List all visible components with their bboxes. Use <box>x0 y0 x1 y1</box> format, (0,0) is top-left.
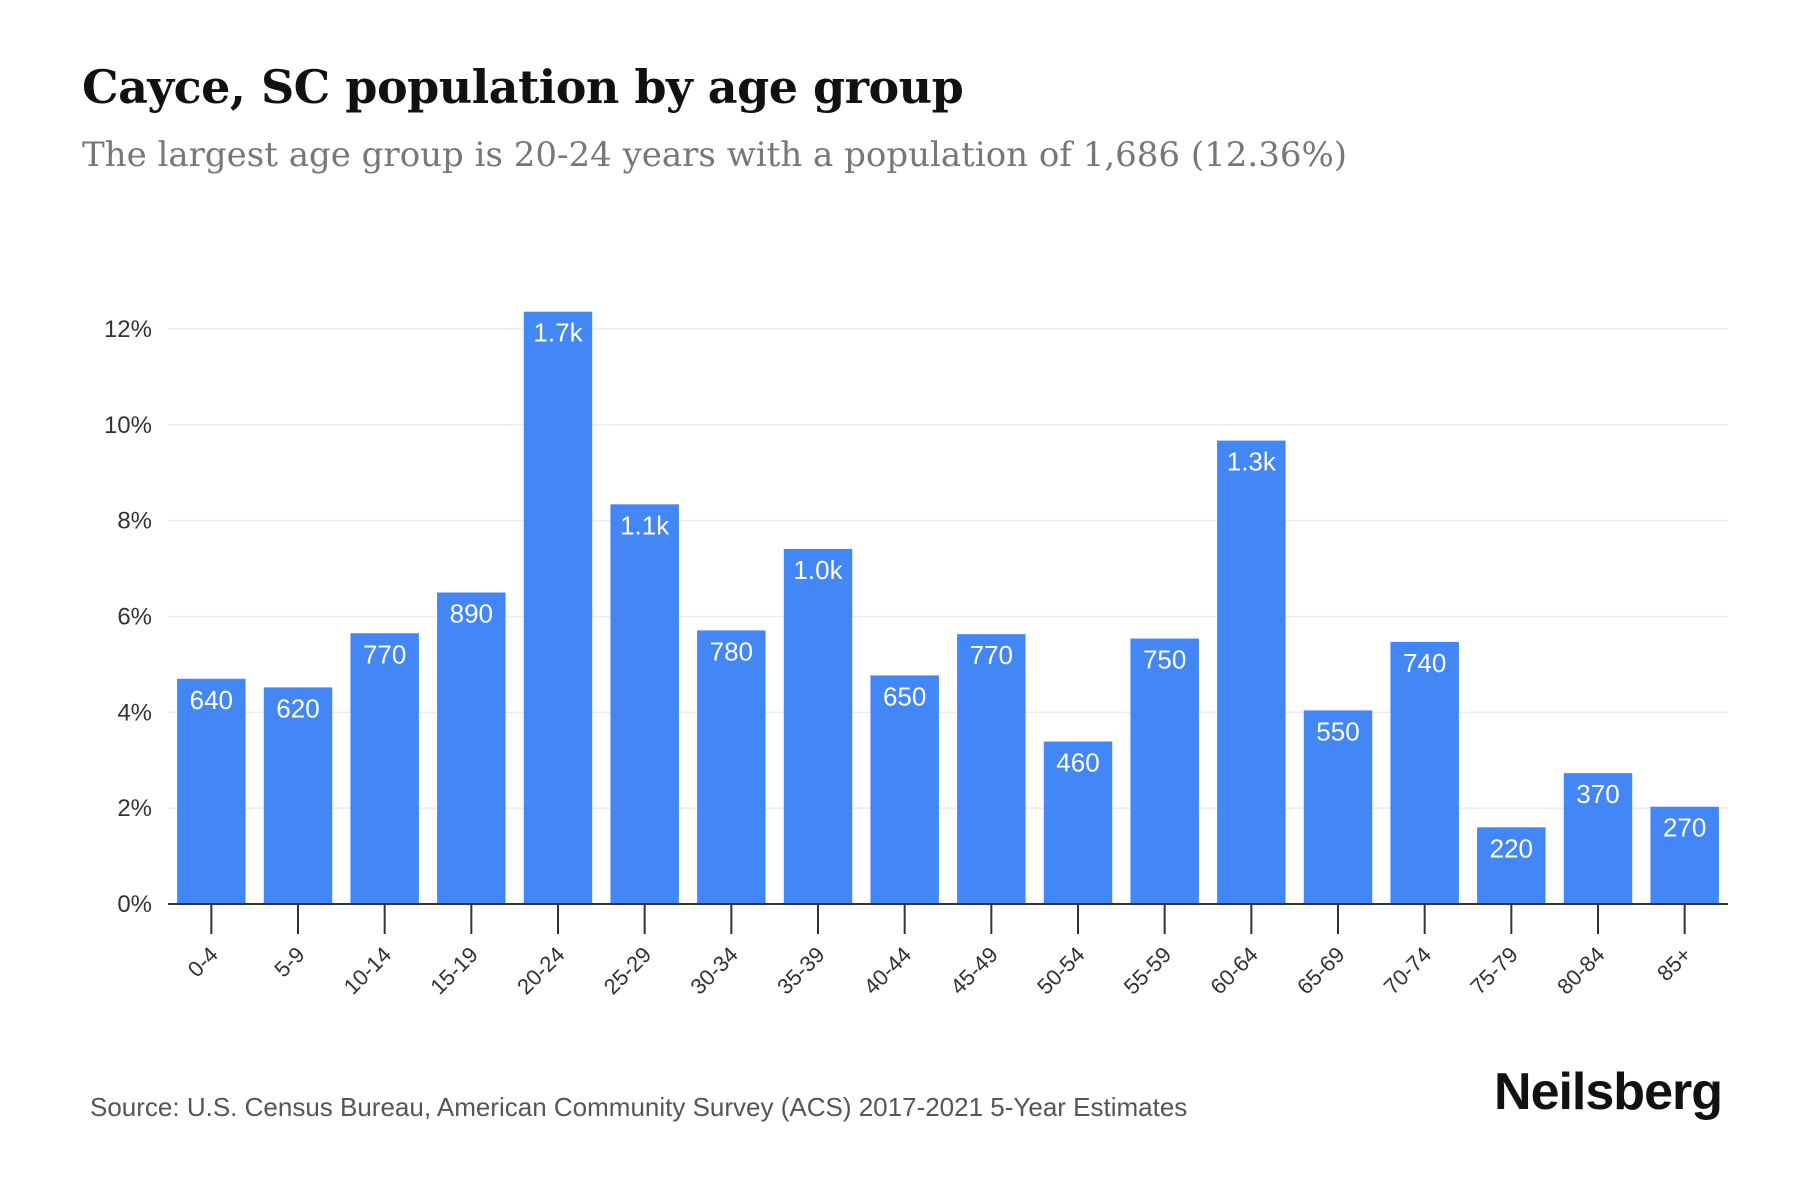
bar-data-label: 220 <box>1490 833 1533 863</box>
x-tick-label: 75-79 <box>1465 942 1522 999</box>
x-tick-label: 40-44 <box>859 942 916 999</box>
bar-data-label: 640 <box>190 685 233 715</box>
x-tick-label: 80-84 <box>1552 942 1609 999</box>
bar-5-9 <box>263 687 333 904</box>
bar-50-54 <box>1043 741 1113 904</box>
x-tick-label: 30-34 <box>685 942 742 999</box>
x-tick-label: 50-54 <box>1032 942 1089 999</box>
x-tick-label: 10-14 <box>339 942 396 999</box>
bar-data-label: 1.1k <box>620 510 670 540</box>
bar-60-64 <box>1217 440 1286 904</box>
chart-title: Cayce, SC population by age group <box>82 60 964 114</box>
y-tick-label: 0% <box>117 891 152 918</box>
y-tick-label: 8% <box>117 508 152 535</box>
x-tick-label: 60-64 <box>1205 942 1262 999</box>
bar-data-label: 890 <box>450 599 493 629</box>
bars <box>177 311 1719 904</box>
grid-lines <box>168 328 1728 809</box>
y-tick-label: 12% <box>104 316 152 343</box>
bar-data-label: 550 <box>1316 716 1359 746</box>
bar-data-label: 620 <box>276 693 319 723</box>
x-tick-label: 25-29 <box>599 942 656 999</box>
y-tick-label: 10% <box>104 412 152 439</box>
bar-chart: 0% 2% 4% 6% 8% 10% 12% 640 0-4 620 5-9 770 10-14 890 1… <box>104 311 1728 999</box>
x-tick-label: 20-24 <box>512 942 569 999</box>
x-tick-label: 65-69 <box>1292 942 1349 999</box>
bar-85+ <box>1650 806 1719 904</box>
bar-20-24 <box>523 311 593 904</box>
source-note: Source: U.S. Census Bureau, American Com… <box>90 1092 1188 1122</box>
bar-75-79 <box>1477 827 1546 904</box>
bar-data-label: 780 <box>710 636 753 666</box>
bar-data-label: 370 <box>1576 779 1619 809</box>
x-tick-label: 55-59 <box>1119 942 1176 999</box>
x-tick-label: 70-74 <box>1379 942 1436 999</box>
x-tick-label: 85+ <box>1652 942 1696 986</box>
bar-80-84 <box>1563 773 1633 904</box>
bar-45-49 <box>957 634 1026 904</box>
bar-data-label: 1.7k <box>533 318 583 348</box>
bar-data-label: 1.0k <box>793 555 843 585</box>
y-tick-label: 4% <box>117 699 152 726</box>
bar-25-29 <box>610 504 679 904</box>
x-tick-label: 45-49 <box>945 942 1002 999</box>
bar-30-34 <box>697 630 766 904</box>
bar-0-4 <box>177 678 246 904</box>
bar-data-label: 770 <box>970 640 1013 670</box>
x-tick-label: 35-39 <box>772 942 829 999</box>
y-tick-label: 2% <box>117 795 152 822</box>
bar-data-label: 270 <box>1663 813 1706 843</box>
bar-data-label: 740 <box>1403 648 1446 678</box>
bar-10-14 <box>350 633 419 904</box>
x-tick-label: 5-9 <box>269 942 309 982</box>
x-tick-label: 0-4 <box>183 942 223 982</box>
x-tick-label: 15-19 <box>425 942 482 999</box>
bar-70-74 <box>1390 641 1459 904</box>
bar-data-label: 770 <box>363 639 406 669</box>
bar-data-label: 750 <box>1143 645 1186 675</box>
bar-55-59 <box>1130 638 1199 904</box>
bar-65-69 <box>1303 710 1373 904</box>
bar-data-label: 460 <box>1056 748 1099 778</box>
bar-35-39 <box>783 548 853 904</box>
bar-data-label: 1.3k <box>1227 447 1277 477</box>
bar-data-label: 650 <box>883 681 926 711</box>
bar-15-19 <box>437 592 506 904</box>
chart-subtitle: The largest age group is 20-24 years wit… <box>82 135 1348 175</box>
y-tick-label: 6% <box>117 603 152 630</box>
x-axis <box>168 903 1728 934</box>
bar-40-44 <box>870 675 939 904</box>
brand-logo: Neilsberg <box>1494 1063 1723 1121</box>
